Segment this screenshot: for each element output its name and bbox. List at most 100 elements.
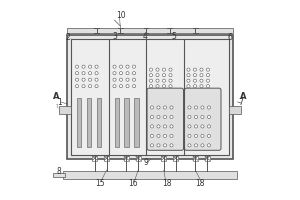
Circle shape — [119, 85, 123, 88]
Circle shape — [201, 134, 204, 137]
Bar — [205, 156, 210, 161]
Circle shape — [206, 79, 210, 82]
Circle shape — [188, 115, 191, 119]
Circle shape — [164, 134, 166, 137]
Circle shape — [187, 74, 190, 77]
Circle shape — [156, 79, 159, 82]
Bar — [87, 98, 91, 147]
Bar — [92, 156, 97, 161]
Circle shape — [206, 68, 210, 71]
Circle shape — [132, 65, 136, 68]
Circle shape — [150, 115, 154, 119]
Circle shape — [194, 79, 196, 82]
Bar — [193, 156, 198, 161]
Text: A: A — [53, 92, 60, 101]
Circle shape — [126, 78, 129, 81]
Circle shape — [170, 115, 173, 119]
Bar — [134, 98, 139, 147]
Circle shape — [149, 74, 153, 77]
Circle shape — [157, 134, 160, 137]
Circle shape — [119, 72, 123, 75]
Circle shape — [150, 125, 154, 128]
Bar — [229, 106, 241, 114]
Bar — [77, 98, 82, 147]
Circle shape — [194, 144, 197, 147]
Circle shape — [95, 65, 98, 68]
Circle shape — [188, 125, 191, 128]
Circle shape — [187, 79, 190, 82]
Circle shape — [157, 125, 160, 128]
Circle shape — [164, 115, 166, 119]
Circle shape — [200, 79, 203, 82]
Bar — [136, 156, 140, 161]
Circle shape — [76, 78, 79, 81]
Bar — [124, 98, 129, 147]
Circle shape — [88, 72, 92, 75]
Circle shape — [194, 85, 196, 88]
Circle shape — [156, 68, 159, 71]
Bar — [124, 156, 129, 161]
Bar — [71, 39, 229, 155]
Circle shape — [207, 134, 211, 137]
Circle shape — [164, 106, 166, 109]
Circle shape — [187, 85, 190, 88]
FancyBboxPatch shape — [184, 88, 221, 150]
Bar — [67, 28, 233, 33]
Circle shape — [169, 85, 172, 88]
Circle shape — [132, 85, 136, 88]
Circle shape — [157, 144, 160, 147]
Circle shape — [113, 65, 116, 68]
Text: 15: 15 — [95, 179, 104, 188]
Bar — [173, 156, 178, 161]
Text: 8: 8 — [57, 167, 62, 176]
Circle shape — [201, 106, 204, 109]
Circle shape — [206, 74, 210, 77]
Circle shape — [82, 65, 85, 68]
Circle shape — [88, 78, 92, 81]
Text: 16: 16 — [128, 179, 138, 188]
Circle shape — [95, 85, 98, 88]
Circle shape — [156, 74, 159, 77]
Circle shape — [206, 85, 210, 88]
Circle shape — [164, 144, 166, 147]
Circle shape — [162, 68, 166, 71]
Circle shape — [162, 79, 166, 82]
Text: 3: 3 — [112, 32, 117, 41]
Circle shape — [201, 144, 204, 147]
Bar — [97, 98, 101, 147]
Circle shape — [132, 72, 136, 75]
Circle shape — [88, 85, 92, 88]
Text: 4: 4 — [142, 32, 148, 41]
Circle shape — [170, 106, 173, 109]
Circle shape — [149, 79, 153, 82]
Circle shape — [194, 68, 196, 71]
Bar — [63, 171, 237, 179]
Text: 18: 18 — [196, 179, 205, 188]
Circle shape — [201, 125, 204, 128]
Circle shape — [188, 134, 191, 137]
Circle shape — [76, 85, 79, 88]
Circle shape — [119, 65, 123, 68]
Circle shape — [170, 134, 173, 137]
Bar — [59, 106, 71, 114]
Circle shape — [162, 85, 166, 88]
Text: 9: 9 — [144, 158, 148, 167]
Circle shape — [201, 115, 204, 119]
Bar — [161, 156, 166, 161]
Circle shape — [194, 125, 197, 128]
Bar — [67, 35, 233, 159]
Circle shape — [194, 134, 197, 137]
Circle shape — [200, 74, 203, 77]
Circle shape — [119, 78, 123, 81]
Circle shape — [156, 85, 159, 88]
FancyBboxPatch shape — [147, 88, 184, 150]
Circle shape — [207, 106, 211, 109]
Bar — [115, 98, 119, 147]
Circle shape — [88, 65, 92, 68]
Circle shape — [169, 74, 172, 77]
Circle shape — [164, 125, 166, 128]
Circle shape — [188, 106, 191, 109]
Circle shape — [200, 68, 203, 71]
Circle shape — [126, 85, 129, 88]
Text: /: / — [56, 103, 60, 109]
